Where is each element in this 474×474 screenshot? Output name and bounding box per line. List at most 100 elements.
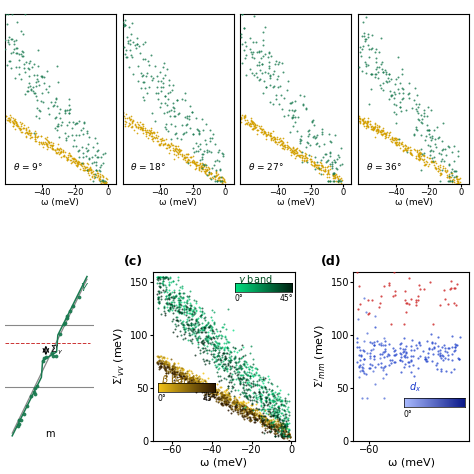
Point bbox=[268, 404, 275, 411]
Point bbox=[61, 319, 68, 327]
Point bbox=[420, 109, 428, 116]
Point bbox=[288, 107, 296, 114]
Point bbox=[323, 170, 331, 178]
Point bbox=[246, 415, 253, 423]
Point bbox=[217, 331, 225, 338]
Point bbox=[238, 405, 246, 413]
Point bbox=[399, 346, 406, 353]
Point bbox=[210, 390, 217, 397]
Point bbox=[435, 149, 442, 157]
Point bbox=[237, 365, 245, 372]
Point bbox=[238, 412, 246, 420]
Point bbox=[189, 383, 197, 390]
Point bbox=[167, 106, 175, 113]
Point bbox=[252, 411, 259, 419]
Point bbox=[178, 284, 186, 292]
Point bbox=[436, 350, 444, 357]
Point bbox=[329, 178, 337, 185]
Point bbox=[191, 323, 199, 331]
Point bbox=[398, 84, 406, 92]
Point bbox=[86, 155, 93, 163]
Point bbox=[440, 287, 448, 294]
Point bbox=[217, 392, 224, 399]
Point bbox=[241, 351, 249, 359]
Point bbox=[64, 151, 72, 159]
Point bbox=[285, 437, 292, 445]
Point bbox=[10, 116, 18, 124]
Point bbox=[31, 137, 38, 145]
Point bbox=[250, 122, 258, 130]
Point bbox=[394, 136, 402, 143]
Point bbox=[213, 352, 220, 360]
Point bbox=[380, 363, 388, 370]
Point bbox=[203, 166, 211, 174]
Point bbox=[66, 151, 74, 159]
Point bbox=[152, 117, 159, 124]
Point bbox=[31, 135, 38, 143]
Point bbox=[257, 413, 264, 420]
Point bbox=[399, 147, 407, 155]
Point bbox=[178, 365, 186, 372]
Point bbox=[209, 352, 217, 359]
Point bbox=[237, 400, 245, 407]
Point bbox=[334, 178, 342, 185]
Point bbox=[218, 178, 226, 185]
Point bbox=[218, 396, 226, 404]
Point bbox=[324, 169, 331, 177]
Point bbox=[162, 359, 169, 367]
Point bbox=[377, 34, 384, 42]
Point bbox=[407, 150, 415, 157]
Point bbox=[129, 38, 137, 46]
Point bbox=[265, 64, 273, 72]
Point bbox=[397, 107, 405, 115]
Point bbox=[321, 163, 329, 170]
Point bbox=[233, 402, 241, 410]
Point bbox=[31, 133, 39, 141]
Point bbox=[226, 369, 234, 376]
Point bbox=[239, 380, 246, 388]
Point bbox=[174, 273, 182, 281]
Point bbox=[321, 150, 328, 158]
Point bbox=[179, 310, 186, 317]
Point bbox=[270, 418, 277, 425]
Point bbox=[240, 411, 248, 419]
Point bbox=[19, 125, 27, 132]
Point bbox=[239, 389, 247, 397]
Point bbox=[429, 158, 437, 166]
Point bbox=[412, 154, 420, 161]
Point bbox=[420, 155, 428, 163]
Point bbox=[304, 133, 311, 140]
Point bbox=[168, 370, 176, 377]
Point bbox=[250, 409, 258, 416]
Point bbox=[200, 381, 208, 388]
Point bbox=[313, 158, 320, 165]
Point bbox=[282, 425, 289, 433]
Point bbox=[232, 405, 239, 412]
Point bbox=[277, 412, 284, 420]
Point bbox=[296, 139, 304, 147]
Point bbox=[155, 359, 162, 366]
Point bbox=[385, 352, 393, 359]
Point bbox=[165, 307, 173, 314]
Point bbox=[232, 401, 240, 409]
Point bbox=[211, 344, 219, 352]
Point bbox=[424, 353, 431, 361]
Point bbox=[185, 292, 192, 300]
Point bbox=[18, 52, 26, 59]
Point bbox=[399, 95, 406, 102]
Point bbox=[173, 374, 181, 381]
Point bbox=[246, 396, 254, 403]
Point bbox=[253, 382, 261, 389]
Point bbox=[206, 385, 213, 392]
Point bbox=[246, 413, 253, 420]
Point bbox=[254, 416, 261, 423]
Point bbox=[282, 418, 290, 425]
Point bbox=[254, 378, 261, 385]
Point bbox=[27, 392, 35, 400]
Point bbox=[190, 380, 197, 388]
Point bbox=[187, 326, 195, 334]
Point bbox=[367, 346, 374, 353]
Point bbox=[199, 163, 207, 171]
Point bbox=[247, 401, 255, 409]
Point bbox=[250, 415, 258, 423]
